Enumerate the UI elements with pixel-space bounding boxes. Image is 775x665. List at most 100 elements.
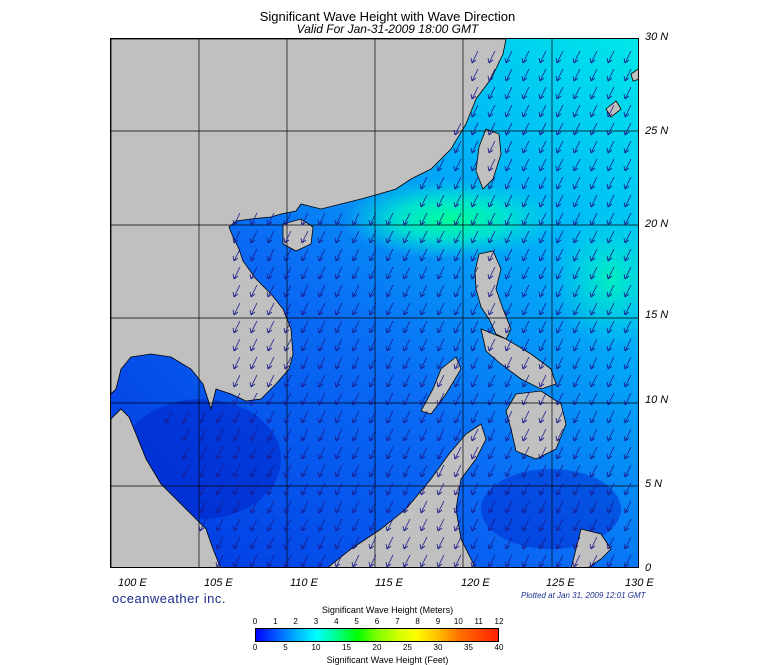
wave-arrow [453, 482, 462, 496]
meters-tick: 4 [334, 617, 339, 626]
wave-arrow [402, 212, 411, 226]
wave-arrow [385, 500, 394, 514]
wave-arrow [368, 320, 377, 334]
wave-arrow [266, 500, 275, 514]
land [111, 39, 638, 567]
wave-arrow [470, 176, 479, 190]
wave-arrow [504, 428, 513, 442]
wave-arrow [249, 536, 258, 550]
wave-arrow [198, 410, 207, 424]
wave-arrow [334, 248, 343, 262]
wave-arrow [487, 230, 496, 244]
wave-arrow [470, 86, 479, 100]
wave-arrow [402, 392, 411, 406]
wave-arrow [385, 302, 394, 316]
wave-arrow [470, 266, 479, 280]
wave-arrow [215, 518, 224, 532]
wave-arrow [402, 500, 411, 514]
wave-arrow [419, 194, 428, 208]
wave-arrow [385, 356, 394, 370]
wave-arrow [249, 392, 258, 406]
wave-arrow [317, 500, 326, 514]
wave-arrow [555, 230, 564, 244]
wave-arrow [623, 410, 632, 424]
wave-arrow [572, 464, 581, 478]
wave-arrow [521, 428, 530, 442]
wave-arrow [538, 428, 547, 442]
wave-arrow [368, 410, 377, 424]
wave-arrow [487, 68, 496, 82]
wave-arrow [453, 266, 462, 280]
wave-arrow [504, 248, 513, 262]
wave-arrow [300, 428, 309, 442]
wave-arrow [623, 284, 632, 298]
wave-arrow [334, 374, 343, 388]
wave-arrow [589, 464, 598, 478]
wave-arrow [232, 446, 241, 460]
wave-arrow [249, 212, 258, 226]
wave-arrow [368, 212, 377, 226]
wave-arrow [232, 428, 241, 442]
wave-arrow [555, 500, 564, 514]
wave-arrow [283, 392, 292, 406]
wave-arrow [487, 248, 496, 262]
wave-arrow [623, 302, 632, 316]
wave-arrow [385, 374, 394, 388]
wave-arrow [266, 446, 275, 460]
wave-arrow [368, 428, 377, 442]
wave-arrow [538, 86, 547, 100]
wave-arrow [436, 302, 445, 316]
meters-tick: 5 [354, 617, 359, 626]
wave-arrow [283, 266, 292, 280]
wave-arrow [623, 320, 632, 334]
wave-arrow [538, 302, 547, 316]
wave-arrow [436, 194, 445, 208]
wave-arrow [589, 104, 598, 118]
wave-arrow [521, 176, 530, 190]
wave-arrow [538, 464, 547, 478]
meters-tick: 10 [453, 617, 463, 626]
wave-arrow [317, 446, 326, 460]
wave-arrow [453, 392, 462, 406]
wave-arrow [419, 338, 428, 352]
wave-arrow [283, 248, 292, 262]
wave-arrow [334, 266, 343, 280]
wave-arrow [436, 266, 445, 280]
wave-arrow [283, 410, 292, 424]
wave-arrow [334, 320, 343, 334]
wave-arrow [436, 482, 445, 496]
wave-height-map[interactable] [110, 38, 639, 568]
wave-arrow [232, 248, 241, 262]
wave-arrow [300, 320, 309, 334]
wave-arrow [419, 212, 428, 226]
wave-arrow [334, 500, 343, 514]
wave-arrow [453, 212, 462, 226]
wave-arrow [232, 482, 241, 496]
wave-arrow [181, 428, 190, 442]
colorbar-title-feet: Significant Wave Height (Feet) [326, 655, 449, 665]
wave-arrow [283, 428, 292, 442]
wave-arrow [521, 536, 530, 550]
wave-arrow [232, 464, 241, 478]
wave-arrow [487, 374, 496, 388]
wave-arrow [283, 554, 292, 567]
wave-arrow [538, 500, 547, 514]
wave-arrow [300, 518, 309, 532]
wave-arrow [249, 374, 258, 388]
wave-arrow [623, 68, 632, 82]
wave-arrow [368, 518, 377, 532]
wave-arrow [283, 230, 292, 244]
wave-arrow [623, 50, 632, 64]
wave-arrow [572, 212, 581, 226]
wave-arrow [334, 446, 343, 460]
wave-arrow [606, 176, 615, 190]
wave-arrow [487, 158, 496, 172]
wave-arrow [283, 446, 292, 460]
wave-arrow [504, 338, 513, 352]
lat-label-15n: 15 N [645, 309, 669, 321]
wave-arrow [317, 482, 326, 496]
chart-subtitle: Valid For Jan-31-2009 18:00 GMT [296, 22, 479, 36]
wave-arrow [538, 374, 547, 388]
wave-arrow [606, 338, 615, 352]
wave-arrow [436, 518, 445, 532]
